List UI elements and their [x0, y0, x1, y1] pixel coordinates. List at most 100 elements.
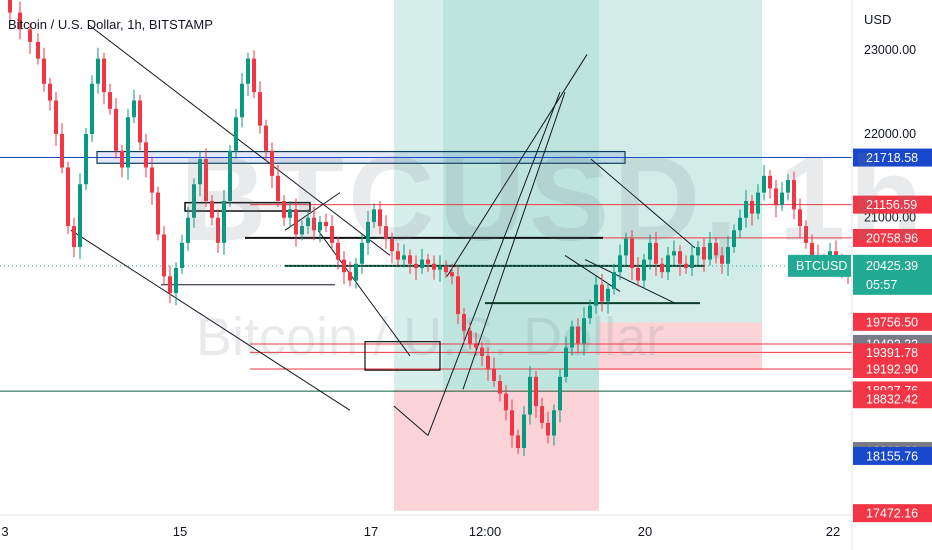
- candle-body: [498, 381, 502, 394]
- candle-body: [156, 192, 160, 235]
- candle-body: [726, 247, 730, 264]
- candle-body: [768, 175, 772, 189]
- candle-body: [672, 251, 676, 256]
- candle-body: [228, 150, 232, 201]
- candle-body: [294, 209, 298, 235]
- price-label-badge: [853, 390, 932, 409]
- candle-body: [264, 125, 268, 151]
- trendline-up-channel-mid: [446, 54, 588, 277]
- candle-body: [234, 117, 238, 151]
- candle-body: [582, 318, 586, 344]
- price-label-text: 21156.59: [866, 198, 917, 212]
- candle-body: [588, 305, 592, 319]
- trendline-up-channel-upper: [462, 91, 566, 390]
- candle-body: [732, 230, 736, 248]
- x-tick-label: 12:00: [469, 524, 502, 539]
- candle-body: [300, 226, 304, 235]
- candle-body: [546, 422, 550, 436]
- candle-body: [750, 200, 754, 214]
- breakdown-box: [364, 341, 441, 371]
- candle-body: [198, 159, 202, 185]
- x-tick-label: 15: [173, 524, 187, 539]
- candle-body: [270, 150, 274, 176]
- candle-body: [600, 284, 604, 302]
- trendline-down-channel-top: [590, 158, 696, 249]
- candle-body: [642, 259, 646, 281]
- x-tick-label: 17: [364, 524, 378, 539]
- candle-body: [780, 192, 784, 206]
- candle-body: [678, 251, 682, 264]
- candle-body: [54, 100, 58, 134]
- candle-body: [96, 58, 100, 84]
- resistance-box: [96, 150, 626, 164]
- candle-body: [432, 263, 436, 270]
- price-label-badge: [853, 360, 932, 379]
- candle-body: [552, 410, 556, 436]
- candle-body: [174, 267, 178, 294]
- candlestick-series: [8, 0, 916, 456]
- candle-body: [762, 175, 766, 193]
- candle-body: [372, 209, 376, 222]
- candle-body: [744, 200, 748, 218]
- candle-body: [510, 410, 514, 436]
- candle-body: [378, 209, 382, 227]
- candle-body: [426, 259, 430, 264]
- candle-body: [792, 180, 796, 210]
- trendline-up-channel-lower: [427, 91, 561, 436]
- candle-body: [126, 117, 130, 168]
- candle-body: [342, 259, 346, 273]
- long-position-3-loss-zone: [599, 322, 762, 371]
- candle-body: [810, 242, 814, 256]
- candle-body: [132, 100, 136, 118]
- candle-body: [564, 347, 568, 377]
- candle-body: [624, 238, 628, 256]
- trend-lines: [70, 24, 696, 436]
- candle-body: [390, 238, 394, 252]
- candle-body: [318, 221, 322, 231]
- candle-body: [222, 200, 226, 243]
- candle-body: [348, 272, 352, 281]
- long-position-1-loss-zone: [394, 389, 599, 511]
- trendline-rebound-leg: [393, 405, 429, 436]
- candle-body: [708, 242, 712, 260]
- candle-body: [636, 267, 640, 281]
- price-label-text: 21718.58: [866, 151, 918, 165]
- candle-body: [486, 355, 490, 369]
- price-label-badge: [853, 504, 932, 523]
- price-label-badge: [853, 195, 932, 214]
- candle-body: [444, 266, 448, 273]
- candle-body: [18, 12, 22, 30]
- candle-body: [8, 0, 12, 13]
- price-label-badge: [853, 148, 932, 167]
- price-label-text: 19192.90: [866, 363, 918, 377]
- candle-body: [192, 184, 196, 218]
- bar-countdown: 05:57: [866, 278, 897, 292]
- price-label-text: 18155.76: [866, 449, 918, 463]
- candle-body: [480, 347, 484, 356]
- trendline-descending-wedge: [317, 229, 411, 357]
- candle-body: [48, 83, 52, 101]
- candle-body: [696, 247, 700, 256]
- candle-body: [216, 217, 220, 243]
- candle-body: [366, 221, 370, 243]
- candle-body: [576, 326, 580, 344]
- candle-body: [540, 406, 544, 423]
- candle-body: [612, 272, 616, 289]
- candle-body: [720, 255, 724, 264]
- candle-body: [246, 58, 250, 84]
- y-tick-label: 23000.00: [864, 43, 916, 57]
- candle-body: [90, 83, 94, 134]
- long-position-1-profit-zone: [394, 0, 599, 390]
- candle-body: [60, 133, 64, 168]
- candle-body: [606, 288, 610, 302]
- candle-body: [72, 226, 76, 248]
- trendline-down-channel-lower: [70, 229, 351, 411]
- candle-body: [288, 209, 292, 218]
- candle-body: [162, 234, 166, 277]
- candle-body: [738, 217, 742, 231]
- candle-body: [774, 188, 778, 206]
- candle-body: [786, 180, 790, 193]
- candle-body: [312, 217, 316, 231]
- price-label-badge: [853, 343, 932, 362]
